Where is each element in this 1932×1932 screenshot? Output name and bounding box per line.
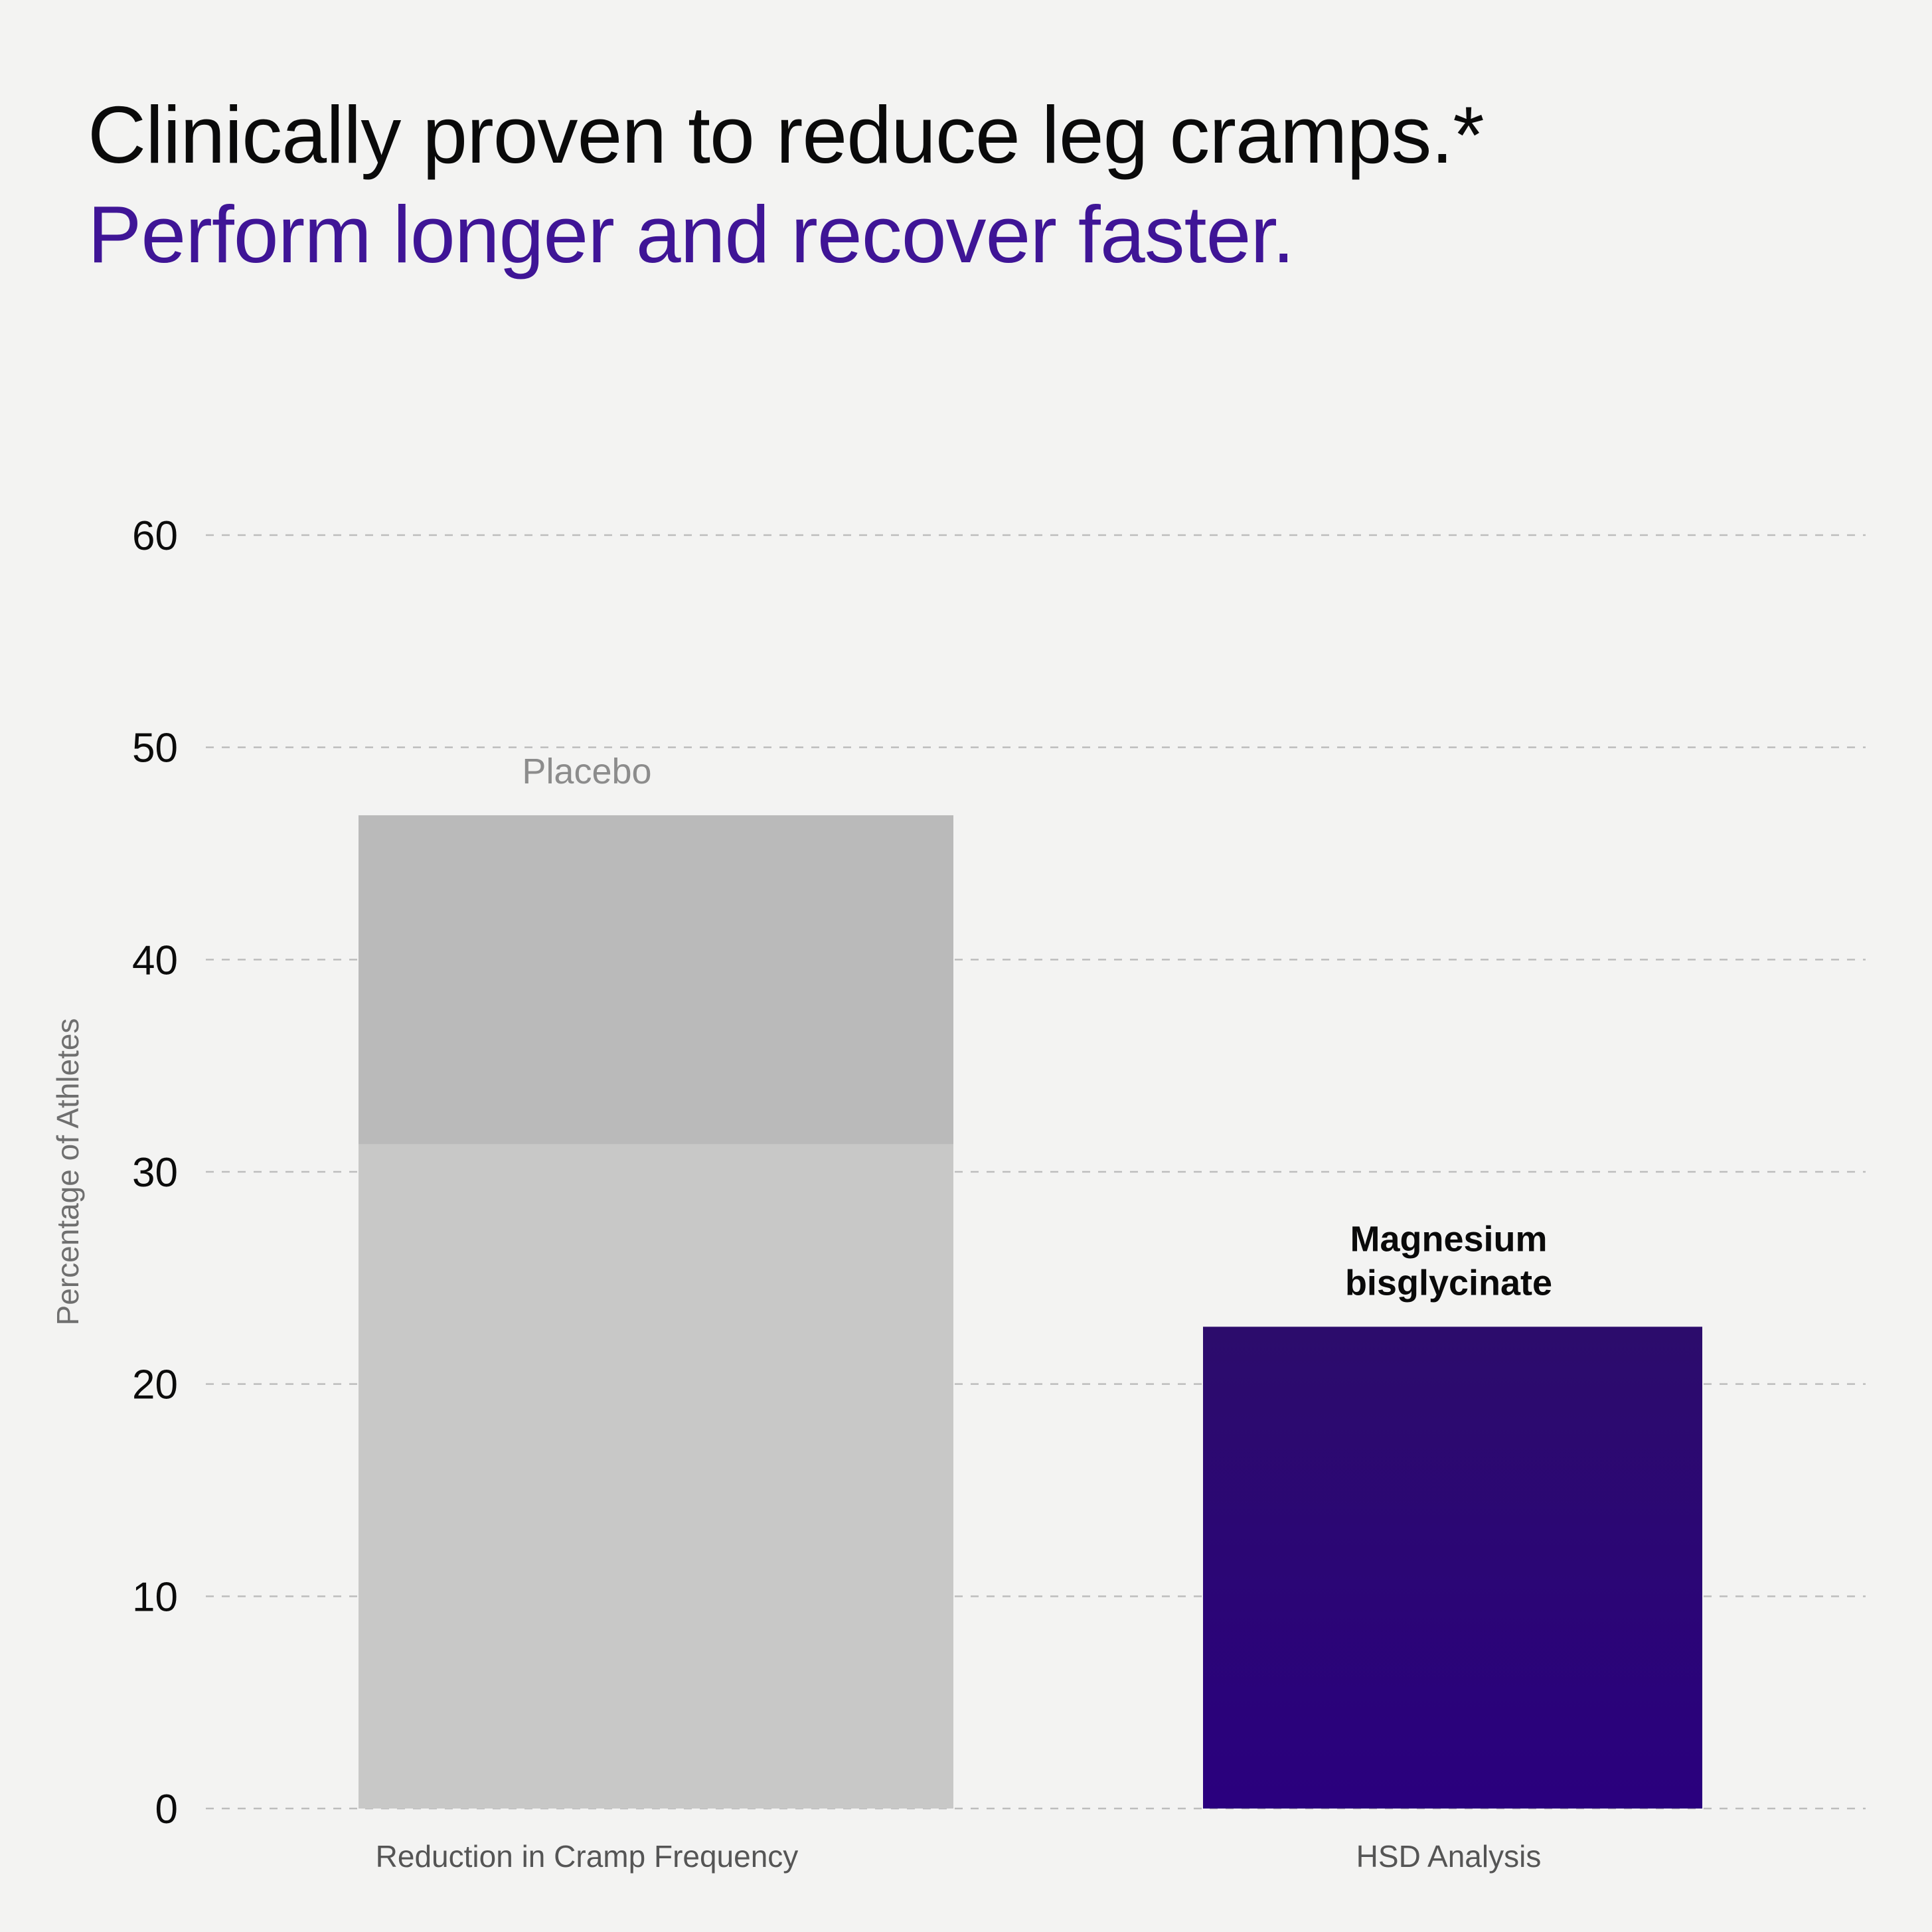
bars: Placebo Magnesium bisglycinate bbox=[359, 752, 1702, 1809]
y-tick-label: 40 bbox=[132, 937, 178, 983]
y-axis-ticks: 0 10 20 30 40 50 60 bbox=[132, 513, 178, 1832]
y-tick-label: 30 bbox=[132, 1150, 178, 1196]
y-tick-label: 0 bbox=[155, 1787, 178, 1832]
bar-placebo-upper bbox=[359, 815, 953, 1145]
y-tick-label: 10 bbox=[132, 1574, 178, 1620]
bar-magnesium bbox=[1203, 1327, 1702, 1809]
bar-label-magnesium: Magnesium bisglycinate bbox=[1345, 1219, 1552, 1303]
headline: Clinically proven to reduce leg cramps.*… bbox=[88, 85, 1485, 284]
bar-label-placebo: Placebo bbox=[522, 752, 651, 791]
headline-secondary: Perform longer and recover faster. bbox=[88, 189, 1295, 280]
y-tick-label: 50 bbox=[132, 726, 178, 771]
x-axis-categories: Reduction in Cramp Frequency HSD Analysis bbox=[376, 1839, 1542, 1874]
y-tick-label: 20 bbox=[132, 1362, 178, 1408]
y-tick-label: 60 bbox=[132, 513, 178, 559]
headline-primary: Clinically proven to reduce leg cramps.* bbox=[88, 90, 1485, 180]
bar-placebo-lower bbox=[359, 1144, 953, 1809]
x-category-label: Reduction in Cramp Frequency bbox=[376, 1839, 799, 1874]
y-axis-title: Percentage of Athletes bbox=[50, 1018, 85, 1326]
x-category-label: HSD Analysis bbox=[1356, 1839, 1542, 1874]
